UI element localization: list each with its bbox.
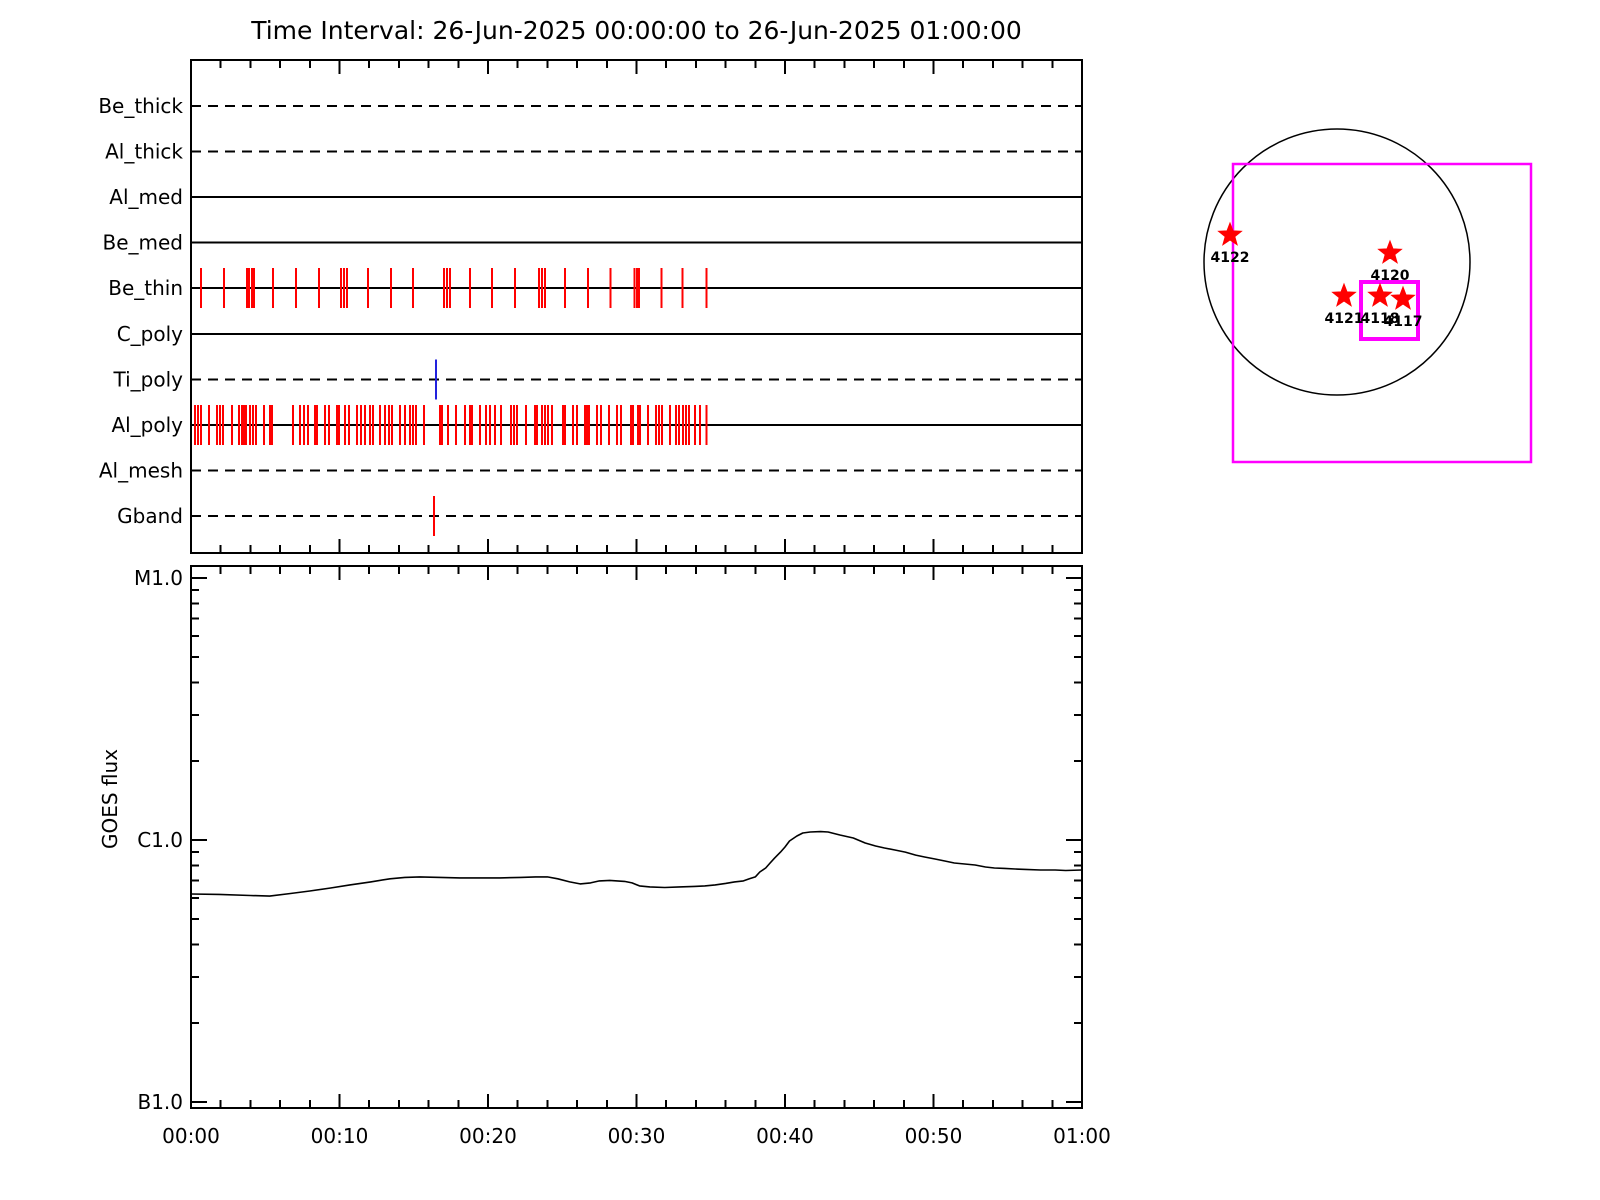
filter-row-label: Al_thick [105,140,183,164]
filter-row-al_med: Al_med [109,185,1082,209]
filter-row-label: Al_med [109,185,183,209]
active-region-label: 4121 [1325,311,1364,327]
filter-row-be_thin: Be_thin [108,268,1082,309]
x-axis-tick-label: 00:30 [608,1124,666,1148]
filter-row-label: Be_thin [108,276,183,300]
active-region-4120: 4120 [1371,239,1410,284]
fov-box [1231,162,1533,464]
filter-row-ti_poly: Ti_poly [113,359,1082,400]
active-region-label: 4117 [1384,314,1423,330]
filter-timeline-panel: Be_thick Al_thick Al_med Be_med Be_thin C_pol… [98,59,1083,554]
x-axis-tick-label: 00:50 [905,1124,963,1148]
filter-row-be_med: Be_med [102,231,1082,255]
goes-flux-curve [190,830,1083,897]
plot-title: Time Interval: 26-Jun-2025 00:00:00 to 2… [251,16,1022,45]
filter-row-label: Be_thick [98,94,183,118]
filter-row-label: Be_med [102,231,183,255]
filter-row-label: Ti_poly [113,367,184,391]
target-box [1359,280,1420,341]
active-region-star-icon [1217,221,1243,246]
x-axis-tick-label: 00:20 [459,1124,517,1148]
x-axis-tick-label: 00:10 [311,1124,369,1148]
filter-row-label: Al_mesh [99,458,183,482]
active-region-star-icon [1367,282,1393,307]
x-axis-tick-label: 00:40 [756,1124,814,1148]
active-region-4117: 4117 [1384,285,1423,330]
filter-row-be_thick: Be_thick [98,94,1082,118]
filter-rows: Be_thick Al_thick Al_med Be_med Be_thin C_pol… [98,94,1082,536]
filter-row-label: Gband [117,504,183,528]
y-axis-tick-label: C1.0 [137,828,183,852]
active-region-star-icon [1331,282,1357,307]
filter-row-al_mesh: Al_mesh [99,458,1082,482]
y-axis-tick-label: M1.0 [134,566,183,590]
active-region-label: 4120 [1371,268,1410,284]
active-region-4121: 4121 [1325,282,1364,327]
active-region-label: 4118 [1361,311,1400,327]
x-axis-tick-label: 00:00 [162,1124,220,1148]
filter-row-al_poly: Al_poly [111,404,1082,445]
filter-row-al_thick: Al_thick [105,140,1082,164]
active-region-star-icon [1390,285,1416,310]
active-region-4122: 4122 [1211,221,1250,266]
filter-row-c_poly: C_poly [117,322,1082,346]
active-region-star-icon [1377,239,1403,264]
active-region-4118: 4118 [1361,282,1400,327]
goes-flux-panel: 00:00 00:10 00:20 00:30 00:40 00:50 01:00 M1.0 C… [134,565,1111,1148]
y-axis-tick-label: B1.0 [137,1090,183,1114]
x-axis-tick-label: 01:00 [1053,1124,1111,1148]
solar-limb-circle [1203,128,1471,396]
filter-row-gband: Gband [117,495,1082,536]
filter-row-label: C_poly [117,322,183,346]
filter-row-label: Al_poly [111,413,183,437]
active-region-label: 4122 [1211,250,1250,266]
